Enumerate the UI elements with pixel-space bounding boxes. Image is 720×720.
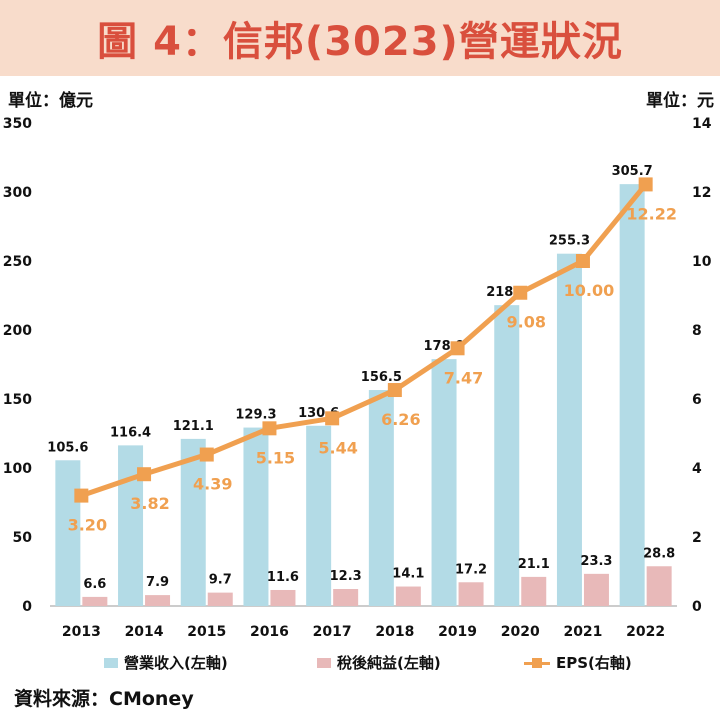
net-income-bar [458, 582, 484, 606]
net-income-bar [270, 589, 296, 606]
eps-data-label: 12.22 [626, 204, 677, 223]
eps-marker [575, 254, 590, 268]
chart-title: 圖 4：信邦(3023)營運狀況 [97, 19, 623, 65]
eps-data-label: 5.44 [318, 438, 357, 457]
eps-data-label: 4.39 [193, 475, 232, 494]
eps-marker [638, 177, 653, 192]
legend-swatch-eps [524, 657, 550, 668]
net-income-bar [82, 596, 108, 606]
net-income-data-label: 12.3 [330, 569, 362, 584]
left-axis-tick-label: 350 [3, 116, 32, 132]
legend-label-revenue: 營業收入(左軸) [124, 654, 228, 672]
eps-marker [387, 383, 402, 398]
net-income-bar [145, 595, 171, 606]
x-axis-tick-label: 2016 [250, 624, 289, 640]
right-axis-tick-label: 6 [692, 392, 702, 408]
left-axis-tick-label: 200 [3, 323, 32, 339]
net-income-bar [646, 566, 672, 606]
eps-data-label: 5.15 [256, 448, 295, 467]
eps-data-label: 6.26 [381, 410, 420, 429]
left-axis-tick-label: 50 [13, 530, 33, 546]
revenue-bar [556, 253, 582, 606]
left-axis-tick-label: 100 [3, 461, 32, 477]
legend-swatch-net-income [317, 657, 331, 668]
net-income-data-label: 11.6 [267, 570, 299, 585]
eps-data-label: 3.82 [130, 494, 169, 513]
left-axis-tick-label: 150 [3, 392, 32, 408]
eps-marker [262, 421, 277, 436]
x-axis-tick-label: 2022 [626, 624, 665, 640]
x-axis-tick-label: 2014 [125, 624, 164, 640]
revenue-data-label: 116.4 [110, 425, 151, 440]
revenue-data-label: 105.6 [47, 440, 88, 455]
right-axis-unit: 單位：元 [646, 91, 714, 111]
x-axis-tick-label: 2020 [501, 624, 540, 640]
source-note: 資料來源：CMoney [14, 688, 194, 710]
net-income-data-label: 17.2 [455, 562, 487, 577]
eps-marker [199, 447, 214, 462]
right-axis-tick-label: 12 [692, 185, 711, 201]
net-income-bar [207, 592, 233, 606]
x-axis-tick-label: 2015 [187, 624, 226, 640]
legend-label-eps: EPS(右軸) [556, 654, 632, 672]
right-axis-tick-label: 4 [692, 461, 702, 477]
eps-data-label: 10.00 [564, 281, 615, 300]
x-axis-tick-label: 2017 [313, 624, 352, 640]
x-axis-tick-label: 2018 [375, 624, 414, 640]
right-axis-tick-label: 2 [692, 530, 702, 546]
legend-item-revenue: 營業收入(左軸) [104, 652, 228, 673]
x-axis-tick-label: 2021 [563, 624, 602, 640]
eps-marker [74, 488, 89, 503]
left-axis-unit: 單位：億元 [8, 91, 93, 111]
net-income-bar [395, 586, 421, 606]
eps-data-label: 7.47 [444, 368, 483, 387]
right-axis-tick-label: 10 [692, 254, 712, 270]
net-income-data-label: 6.6 [83, 577, 106, 592]
revenue-bar [306, 425, 332, 606]
eps-marker [450, 341, 465, 356]
eps-line [80, 182, 648, 498]
eps-marker [513, 285, 528, 300]
left-axis-tick-label: 300 [3, 185, 32, 201]
left-axis-tick-label: 250 [3, 254, 32, 270]
left-axis-tick-label: 0 [22, 599, 32, 615]
net-income-data-label: 23.3 [580, 554, 612, 569]
eps-marker [137, 467, 152, 482]
net-income-bar [333, 589, 359, 606]
right-axis-tick-label: 8 [692, 323, 702, 339]
revenue-bar [55, 460, 81, 606]
revenue-bar [431, 359, 457, 606]
legend-label-net-income: 稅後純益(左軸) [337, 654, 441, 672]
eps-data-label: 3.20 [68, 516, 107, 535]
x-axis-tick-label: 2013 [62, 624, 101, 640]
net-income-bar [583, 573, 609, 606]
net-income-bar [521, 576, 547, 606]
eps-marker [325, 411, 340, 426]
legend-swatch-revenue [104, 657, 118, 668]
title-banner: 圖 4：信邦(3023)營運狀況 [0, 0, 720, 76]
net-income-data-label: 7.9 [146, 575, 169, 590]
revenue-bar [243, 427, 269, 606]
right-axis-tick-label: 14 [692, 116, 712, 132]
revenue-bar [494, 305, 520, 606]
revenue-bar [180, 438, 206, 606]
revenue-bar [368, 390, 394, 606]
revenue-data-label: 121.1 [173, 419, 214, 434]
revenue-data-label: 255.3 [549, 234, 590, 249]
legend-item-net-income: 稅後純益(左軸) [317, 652, 441, 673]
revenue-data-label: 156.5 [361, 370, 402, 385]
net-income-data-label: 14.1 [392, 567, 424, 582]
chart-legend: 營業收入(左軸) 稅後純益(左軸) EPS(右軸) [0, 652, 720, 674]
revenue-bar [619, 184, 645, 606]
revenue-data-label: 305.7 [612, 164, 653, 179]
legend-item-eps: EPS(右軸) [524, 652, 632, 673]
revenue-data-label: 129.3 [235, 408, 276, 423]
net-income-data-label: 21.1 [518, 557, 550, 572]
right-axis-tick-label: 0 [692, 599, 702, 615]
combo-chart: 0 50 100 150 200 250 300 350 0 2 4 6 8 10 12 14 105.6 6.6… [3, 116, 712, 640]
eps-data-label: 9.08 [507, 313, 546, 332]
x-axis-tick-label: 2019 [438, 624, 477, 640]
net-income-data-label: 9.7 [209, 573, 232, 588]
net-income-data-label: 28.8 [643, 546, 675, 561]
